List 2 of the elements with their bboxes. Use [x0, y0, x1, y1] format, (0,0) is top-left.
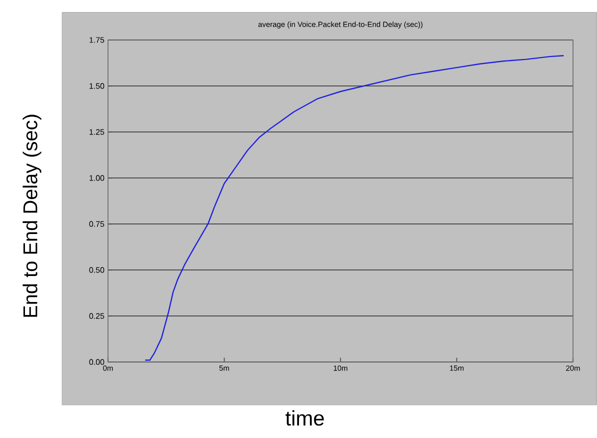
- x-axis-title: time: [286, 410, 324, 426]
- y-axis-title: End to End Delay (sec): [22, 114, 42, 317]
